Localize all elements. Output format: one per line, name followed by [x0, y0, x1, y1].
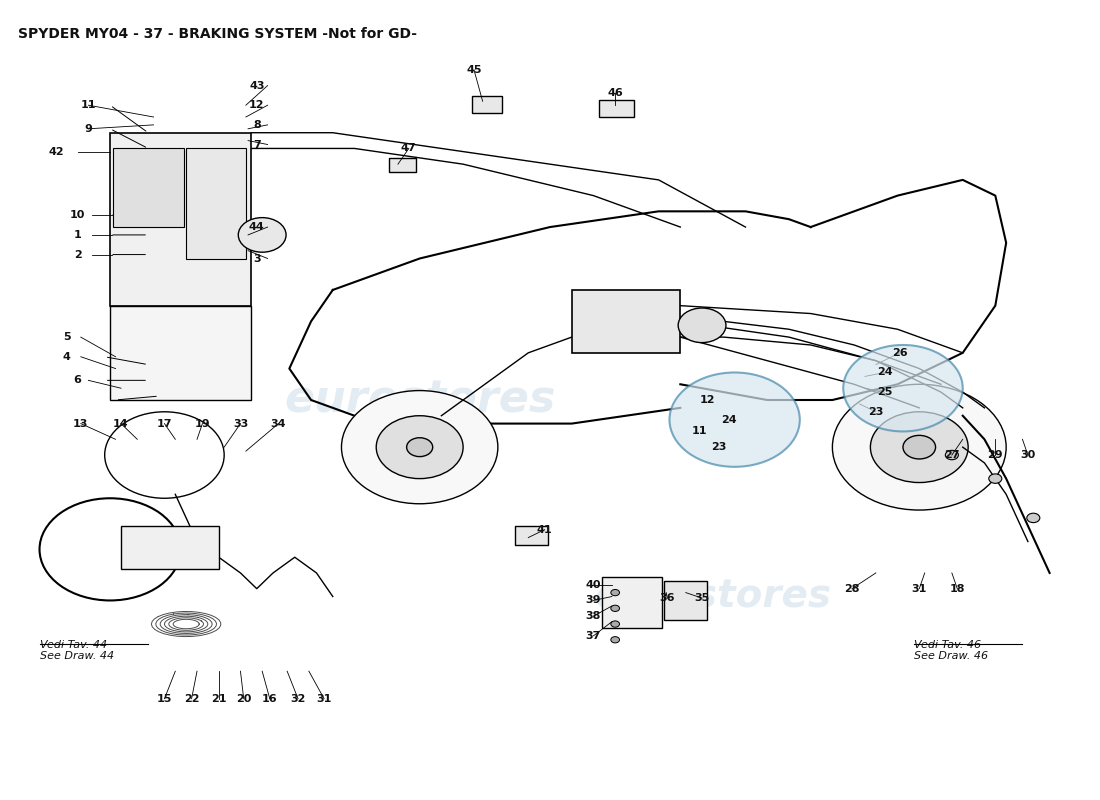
Text: 45: 45 — [466, 65, 482, 75]
Bar — [598, 100, 634, 117]
Circle shape — [376, 416, 463, 478]
Bar — [602, 577, 662, 628]
Text: 15: 15 — [156, 694, 172, 704]
Circle shape — [670, 373, 800, 467]
Circle shape — [679, 308, 726, 342]
Bar — [113, 149, 184, 227]
Text: 14: 14 — [113, 418, 129, 429]
Text: 30: 30 — [1021, 450, 1035, 460]
Text: 34: 34 — [271, 418, 286, 429]
Circle shape — [1026, 514, 1039, 522]
Text: 10: 10 — [70, 210, 85, 220]
Bar — [572, 290, 680, 353]
Text: 23: 23 — [868, 406, 883, 417]
Text: Vedi Tav. 44
See Draw. 44: Vedi Tav. 44 See Draw. 44 — [40, 640, 113, 662]
Text: 12: 12 — [700, 395, 715, 405]
Text: 11: 11 — [80, 100, 96, 110]
Circle shape — [989, 474, 1002, 483]
Bar — [121, 526, 219, 569]
Text: 31: 31 — [317, 694, 332, 704]
Text: 9: 9 — [85, 124, 92, 134]
Circle shape — [610, 637, 619, 643]
Text: 46: 46 — [607, 89, 623, 98]
Text: eurostores: eurostores — [594, 578, 832, 615]
Circle shape — [844, 345, 962, 431]
Text: 19: 19 — [195, 418, 210, 429]
Text: 32: 32 — [290, 694, 306, 704]
Text: 26: 26 — [892, 348, 907, 358]
Bar — [515, 526, 548, 546]
Text: 31: 31 — [912, 584, 927, 594]
Circle shape — [610, 605, 619, 611]
Text: 42: 42 — [48, 147, 64, 158]
Bar — [472, 96, 503, 113]
Text: 7: 7 — [253, 139, 261, 150]
Text: 12: 12 — [249, 100, 264, 110]
Text: 23: 23 — [711, 442, 726, 452]
Bar — [186, 149, 246, 258]
Text: 22: 22 — [184, 694, 199, 704]
Text: Vedi Tav. 46
See Draw. 46: Vedi Tav. 46 See Draw. 46 — [914, 640, 988, 662]
Text: 28: 28 — [844, 584, 860, 594]
Text: 8: 8 — [253, 120, 261, 130]
Text: 36: 36 — [660, 593, 675, 603]
Text: 1: 1 — [74, 230, 81, 240]
Text: 37: 37 — [586, 631, 601, 641]
Text: 43: 43 — [249, 81, 264, 90]
Text: 4: 4 — [63, 352, 70, 362]
Text: SPYDER MY04 - 37 - BRAKING SYSTEM -Not for GD-: SPYDER MY04 - 37 - BRAKING SYSTEM -Not f… — [18, 26, 417, 41]
Text: 21: 21 — [211, 694, 227, 704]
Circle shape — [945, 450, 958, 460]
Text: 25: 25 — [877, 387, 892, 397]
Text: 41: 41 — [537, 525, 552, 534]
Text: 17: 17 — [156, 418, 173, 429]
Bar — [389, 158, 417, 172]
Text: 40: 40 — [585, 580, 602, 590]
Circle shape — [610, 621, 619, 627]
Circle shape — [610, 590, 619, 596]
Bar — [664, 581, 707, 620]
Circle shape — [870, 412, 968, 482]
Text: 24: 24 — [722, 414, 737, 425]
Text: 35: 35 — [694, 593, 710, 603]
Bar — [110, 306, 251, 400]
Text: 3: 3 — [253, 254, 261, 263]
Text: 18: 18 — [949, 584, 965, 594]
Text: 47: 47 — [402, 143, 417, 154]
Text: 13: 13 — [73, 418, 88, 429]
Text: 38: 38 — [586, 611, 601, 621]
Circle shape — [341, 390, 498, 504]
Text: 11: 11 — [692, 426, 707, 437]
Text: 27: 27 — [944, 450, 959, 460]
Bar — [110, 133, 251, 306]
Text: 44: 44 — [249, 222, 265, 232]
Circle shape — [239, 218, 286, 252]
Text: 16: 16 — [262, 694, 277, 704]
Text: 33: 33 — [233, 418, 249, 429]
Text: 29: 29 — [988, 450, 1003, 460]
Text: eurostores: eurostores — [284, 378, 556, 422]
Text: 39: 39 — [585, 595, 602, 606]
Text: 2: 2 — [74, 250, 81, 259]
Text: 6: 6 — [74, 375, 81, 386]
Circle shape — [903, 435, 936, 459]
Text: 20: 20 — [236, 694, 252, 704]
Text: 24: 24 — [877, 367, 892, 378]
Circle shape — [833, 384, 1007, 510]
Circle shape — [407, 438, 432, 457]
Text: 5: 5 — [63, 332, 70, 342]
